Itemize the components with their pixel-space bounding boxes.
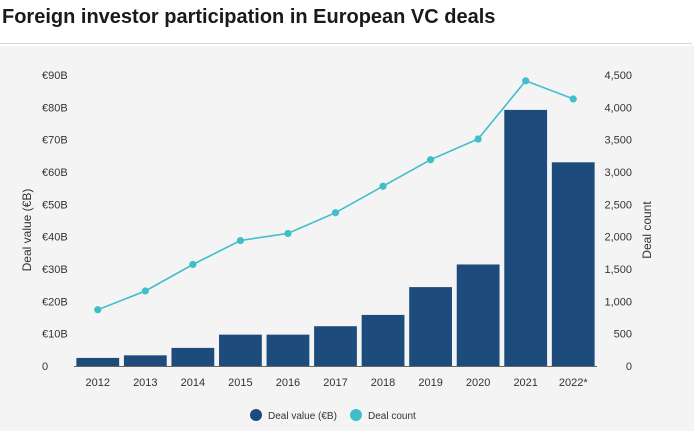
bar-2014 (171, 347, 215, 366)
point-2021 (522, 77, 530, 85)
legend-deal-value-label: Deal value (€B) (268, 411, 337, 422)
left-y-axis-title: Deal value (€B) (20, 189, 34, 272)
point-2012 (94, 306, 102, 314)
right-y-tick-label: 2,000 (604, 232, 632, 244)
left-y-tick-label: €60B (42, 167, 68, 179)
bar-2021 (504, 109, 548, 367)
bar-2018 (361, 314, 405, 366)
x-tick-label: 2012 (86, 377, 110, 389)
point-2013 (141, 287, 149, 295)
left-y-tick-label: €10B (42, 329, 68, 341)
left-y-tick-labels: 0 €10B €20B €30B €40B €50B €60B €70B €80B €90B (42, 70, 68, 373)
bar-2022 (551, 162, 595, 366)
right-y-tick-label: 3,000 (604, 167, 632, 179)
x-tick-label: 2016 (276, 377, 300, 389)
x-tick-label: 2022* (559, 377, 588, 389)
point-2015 (236, 236, 245, 245)
left-y-tick-label: €30B (42, 264, 68, 276)
right-y-tick-label: 4,500 (604, 70, 632, 82)
right-y-tick-label: 0 (626, 361, 632, 373)
title-divider (0, 43, 692, 44)
x-tick-labels: 2012 2013 2014 2015 2016 2017 2018 2019 2020 2021… (86, 377, 589, 389)
left-y-tick-label: €50B (42, 199, 68, 211)
right-y-tick-labels: 0 500 1,000 1,500 2,000 2,500 3,000 3,500 4,000 4… (604, 70, 632, 373)
right-y-axis-title: Deal count (640, 201, 654, 259)
right-y-tick-label: 2,500 (604, 199, 632, 211)
deal-count-points (94, 77, 577, 314)
legend-deal-value-swatch (250, 409, 262, 421)
legend: Deal value (€B) Deal count (250, 409, 416, 422)
right-y-tick-label: 500 (614, 329, 632, 341)
x-tick-label: 2013 (133, 377, 157, 389)
point-2018 (379, 182, 387, 190)
deal-count-line (97, 79, 574, 311)
point-2017 (331, 209, 340, 217)
point-2020 (474, 135, 482, 143)
x-tick-label: 2014 (181, 377, 205, 389)
bar-2016 (266, 334, 310, 366)
right-y-tick-label: 4,000 (604, 102, 632, 114)
left-y-tick-label: €80B (42, 102, 68, 114)
left-y-tick-label: €70B (42, 135, 68, 147)
bar-2020 (456, 264, 500, 366)
left-y-tick-label: €20B (42, 296, 68, 308)
x-tick-label: 2017 (323, 377, 347, 389)
right-y-tick-label: 1,000 (604, 296, 632, 308)
legend-deal-count-label: Deal count (368, 411, 416, 422)
point-2022 (569, 95, 577, 103)
x-tick-label: 2019 (418, 377, 442, 389)
left-y-tick-label: €90B (42, 70, 68, 82)
x-tick-label: 2018 (371, 377, 395, 389)
point-2014 (189, 260, 197, 269)
right-y-tick-label: 1,500 (604, 264, 632, 276)
bar-2017 (314, 326, 357, 366)
bar-2015 (219, 334, 262, 366)
point-2016 (284, 229, 292, 238)
left-y-tick-label: €40B (42, 232, 68, 244)
bar-2012 (76, 357, 120, 366)
x-tick-label: 2021 (513, 377, 537, 389)
left-y-tick-label: 0 (42, 361, 48, 373)
x-tick-label: 2015 (228, 377, 252, 389)
x-tick-label: 2020 (466, 377, 490, 389)
bar-2013 (123, 355, 167, 366)
deal-value-bars (76, 109, 595, 367)
point-2019 (426, 156, 435, 164)
chart-title: Foreign investor participation in Europe… (2, 6, 496, 28)
bar-2019 (409, 287, 452, 366)
right-y-tick-label: 3,500 (604, 135, 632, 147)
legend-deal-count-swatch (350, 409, 362, 421)
